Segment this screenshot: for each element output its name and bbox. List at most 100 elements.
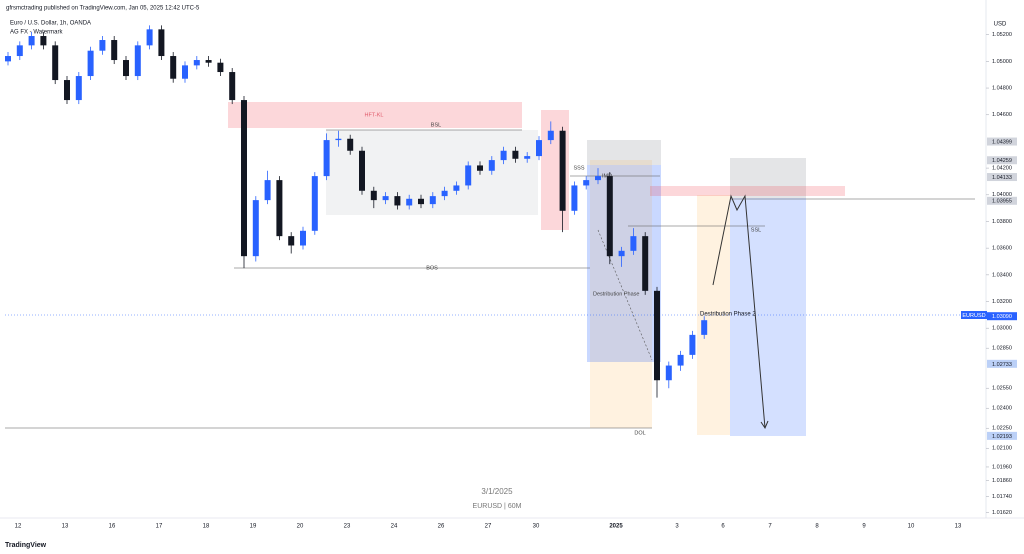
- zone-supply: [650, 186, 845, 196]
- candle-body: [64, 80, 70, 101]
- publisher: gfrsmctrading published on TradingView.c…: [6, 6, 200, 12]
- candle-body: [677, 354, 684, 366]
- y-tick-label: 1.04800: [992, 86, 1012, 92]
- zone-hft: [228, 102, 522, 128]
- y-tick-label: 1.01620: [992, 510, 1012, 516]
- candle-body: [418, 198, 424, 205]
- candle-body: [347, 138, 354, 151]
- y-tick-label: 1.03200: [992, 299, 1012, 305]
- footer-bar: [0, 538, 1024, 554]
- x-tick-label: 20: [297, 524, 304, 530]
- candle-body: [547, 130, 554, 141]
- y-tick-label: 1.05200: [992, 32, 1012, 38]
- candle-body: [406, 198, 413, 206]
- candle-body: [477, 165, 483, 171]
- chart-subtitle: AG FX - Watermark: [10, 30, 63, 36]
- y-tick-label: 1.01860: [992, 478, 1012, 484]
- trend-line: [597, 229, 653, 361]
- candle-body: [335, 138, 342, 141]
- candle-body: [382, 196, 389, 201]
- y-tick-label: 1.05000: [992, 59, 1012, 65]
- price-tag: [987, 196, 1017, 205]
- symbol-label: EURUSD: [962, 313, 985, 319]
- candle-body: [465, 165, 472, 186]
- candle-body: [87, 50, 94, 77]
- candle-body: [193, 60, 200, 66]
- candle-body: [134, 45, 141, 77]
- candle-body: [512, 150, 519, 159]
- y-tick-label: 1.03400: [992, 272, 1012, 278]
- price-tag-label: 1.03090: [992, 314, 1012, 320]
- y-tick-label: 1.01740: [992, 494, 1012, 500]
- candle-body: [359, 150, 365, 191]
- candle-body: [276, 180, 283, 237]
- candle-body: [665, 365, 672, 381]
- zone-target: [587, 165, 661, 362]
- x-tick-label: 23: [344, 524, 351, 530]
- candle-body: [500, 150, 507, 161]
- price-tag: [987, 431, 1017, 440]
- annotation: DOL: [634, 430, 645, 436]
- candle-body: [689, 334, 696, 355]
- y-tick-label: 1.02550: [992, 386, 1012, 392]
- annotation: HFT-KL: [365, 112, 384, 118]
- zone-target2: [730, 198, 806, 436]
- candle-body: [453, 185, 460, 191]
- price-tag-label: 1.02193: [992, 434, 1012, 440]
- candle-body: [441, 190, 448, 197]
- annotation: Destribution Phase: [593, 291, 639, 297]
- price-tag-label: 1.04259: [992, 158, 1012, 164]
- candle-body: [146, 29, 153, 46]
- candle-body: [123, 60, 129, 77]
- x-tick-label: 13: [955, 524, 962, 530]
- zone-stop: [587, 140, 661, 165]
- watermark: 3/1/2025: [481, 487, 513, 496]
- candle-body: [583, 180, 590, 186]
- y-tick-label: 1.01960: [992, 464, 1012, 470]
- y-tick-label: 1.03600: [992, 246, 1012, 252]
- x-tick-label: 17: [156, 524, 163, 530]
- candle-body: [229, 72, 236, 101]
- candle-body: [288, 236, 295, 246]
- candle-body: [300, 230, 306, 246]
- candle-body: [642, 236, 649, 291]
- y-tick-label: 1.03000: [992, 326, 1012, 332]
- chart-title: Euro / U.S. Dollar, 1h, OANDA: [10, 21, 91, 27]
- x-tick-label: 10: [908, 524, 915, 530]
- price-tag-label: 1.04133: [992, 175, 1012, 181]
- price-tag: [987, 173, 1017, 182]
- candle-body: [252, 200, 259, 257]
- candle-body: [524, 156, 531, 159]
- annotation: BSL: [431, 122, 441, 128]
- candle-body: [370, 190, 377, 201]
- zone-phase-low: [590, 362, 652, 428]
- x-tick-label: 16: [109, 524, 116, 530]
- candle-body: [311, 176, 318, 231]
- candle-body: [595, 176, 601, 181]
- annotation: SSS: [573, 165, 584, 171]
- y-tick-label: 1.04000: [992, 192, 1012, 198]
- symbol-tag: [961, 311, 987, 319]
- x-tick-label: 24: [391, 524, 398, 530]
- watermark: EURUSD | 60M: [473, 503, 522, 510]
- candle-body: [606, 176, 613, 257]
- candle-body: [75, 76, 82, 101]
- candle-body: [99, 40, 106, 51]
- y-tick-label: 1.04600: [992, 112, 1012, 118]
- zone-phase: [590, 160, 652, 362]
- x-tick-label: 13: [62, 524, 69, 530]
- annotation: Destribution Phase 2: [700, 312, 756, 318]
- footer: TradingView: [5, 542, 47, 549]
- candle-body: [618, 250, 625, 257]
- y-tick-label: 1.02250: [992, 426, 1012, 432]
- candle-body: [158, 29, 165, 57]
- y-tick-label: 1.04200: [992, 166, 1012, 172]
- candle-body: [536, 140, 542, 157]
- candle-body: [5, 56, 11, 62]
- price-tag: [987, 156, 1017, 165]
- zone-stop2: [730, 158, 806, 198]
- annotation: SSL: [751, 227, 761, 233]
- candle-body: [394, 196, 401, 206]
